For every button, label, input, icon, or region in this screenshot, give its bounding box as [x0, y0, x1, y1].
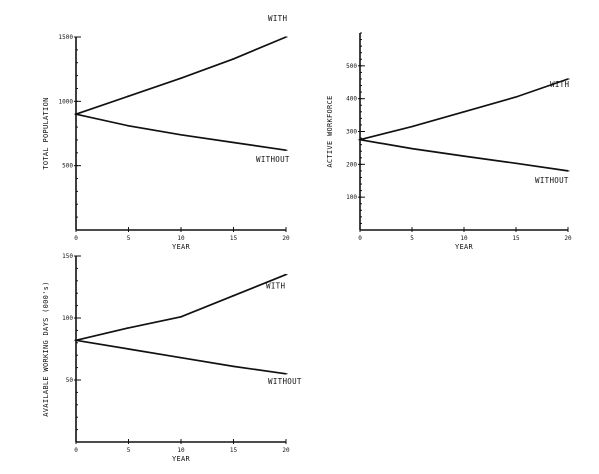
y-tick-label: 500 — [62, 163, 73, 170]
chart-active-workforce: 100 200 300 400 500 0 5 10 15 20 YEAR ACTIVE WORKFO… — [326, 32, 572, 251]
y-tick-label: 1500 — [59, 34, 74, 41]
series-line-without — [359, 138, 569, 172]
x-tick-label: 15 — [512, 235, 520, 242]
y-axis-label: TOTAL POPULATION — [42, 97, 50, 169]
series-label-without: WITHOUT — [256, 155, 290, 164]
series-line-without — [75, 113, 287, 152]
series-line-with — [75, 273, 287, 342]
x-tick-label: 10 — [177, 447, 185, 454]
x-tick-label: 5 — [127, 235, 131, 242]
x-tick-label: 5 — [127, 447, 131, 454]
series-label-with: WITH — [266, 282, 285, 291]
x-tick-label: 0 — [74, 447, 78, 454]
y-tick-label: 400 — [346, 96, 357, 103]
y-tick-label: 100 — [346, 194, 357, 201]
x-tick-label: 20 — [282, 447, 290, 454]
x-tick-label: 0 — [74, 235, 78, 242]
y-tick-label: 100 — [62, 315, 73, 322]
x-axis-label: YEAR — [455, 243, 474, 251]
series-label-without: WITHOUT — [535, 176, 569, 185]
series-line-without — [75, 339, 287, 375]
y-tick-label: 150 — [62, 253, 73, 260]
chart-available-working-days: 50 100 150 0 5 10 15 20 YEAR AVAILABLE WORKING DA… — [42, 253, 302, 463]
series-label-with: WITH — [268, 14, 287, 23]
y-tick-label: 1000 — [59, 98, 74, 105]
x-tick-label: 10 — [177, 235, 185, 242]
y-tick-label: 200 — [346, 161, 357, 168]
x-tick-label: 20 — [564, 235, 572, 242]
x-tick-label: 15 — [230, 447, 238, 454]
y-axis-label: ACTIVE WORKFORCE — [326, 95, 334, 167]
y-tick-label: 300 — [346, 129, 357, 136]
y-tick-label: 500 — [346, 63, 357, 70]
x-axis-label: YEAR — [172, 243, 191, 251]
series-line-with — [75, 36, 287, 116]
series-line-with — [359, 78, 569, 141]
y-tick-label: 50 — [66, 377, 74, 384]
x-tick-label: 20 — [282, 235, 290, 242]
x-tick-label: 0 — [358, 235, 362, 242]
series-label-with: WITH — [550, 80, 569, 89]
x-tick-label: 15 — [230, 235, 238, 242]
x-axis-label: YEAR — [172, 455, 191, 463]
x-tick-label: 10 — [460, 235, 468, 242]
chart-total-population: 500 1000 1500 0 5 10 15 20 YEAR TOTAL POPULATION W… — [42, 14, 290, 251]
series-label-without: WITHOUT — [268, 377, 302, 386]
x-tick-label: 5 — [410, 235, 414, 242]
y-axis-label: AVAILABLE WORKING DAYS (000's) — [42, 281, 50, 416]
